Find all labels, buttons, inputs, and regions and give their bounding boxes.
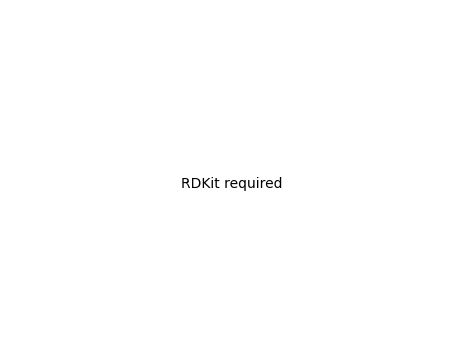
Text: RDKit required: RDKit required xyxy=(180,177,282,191)
